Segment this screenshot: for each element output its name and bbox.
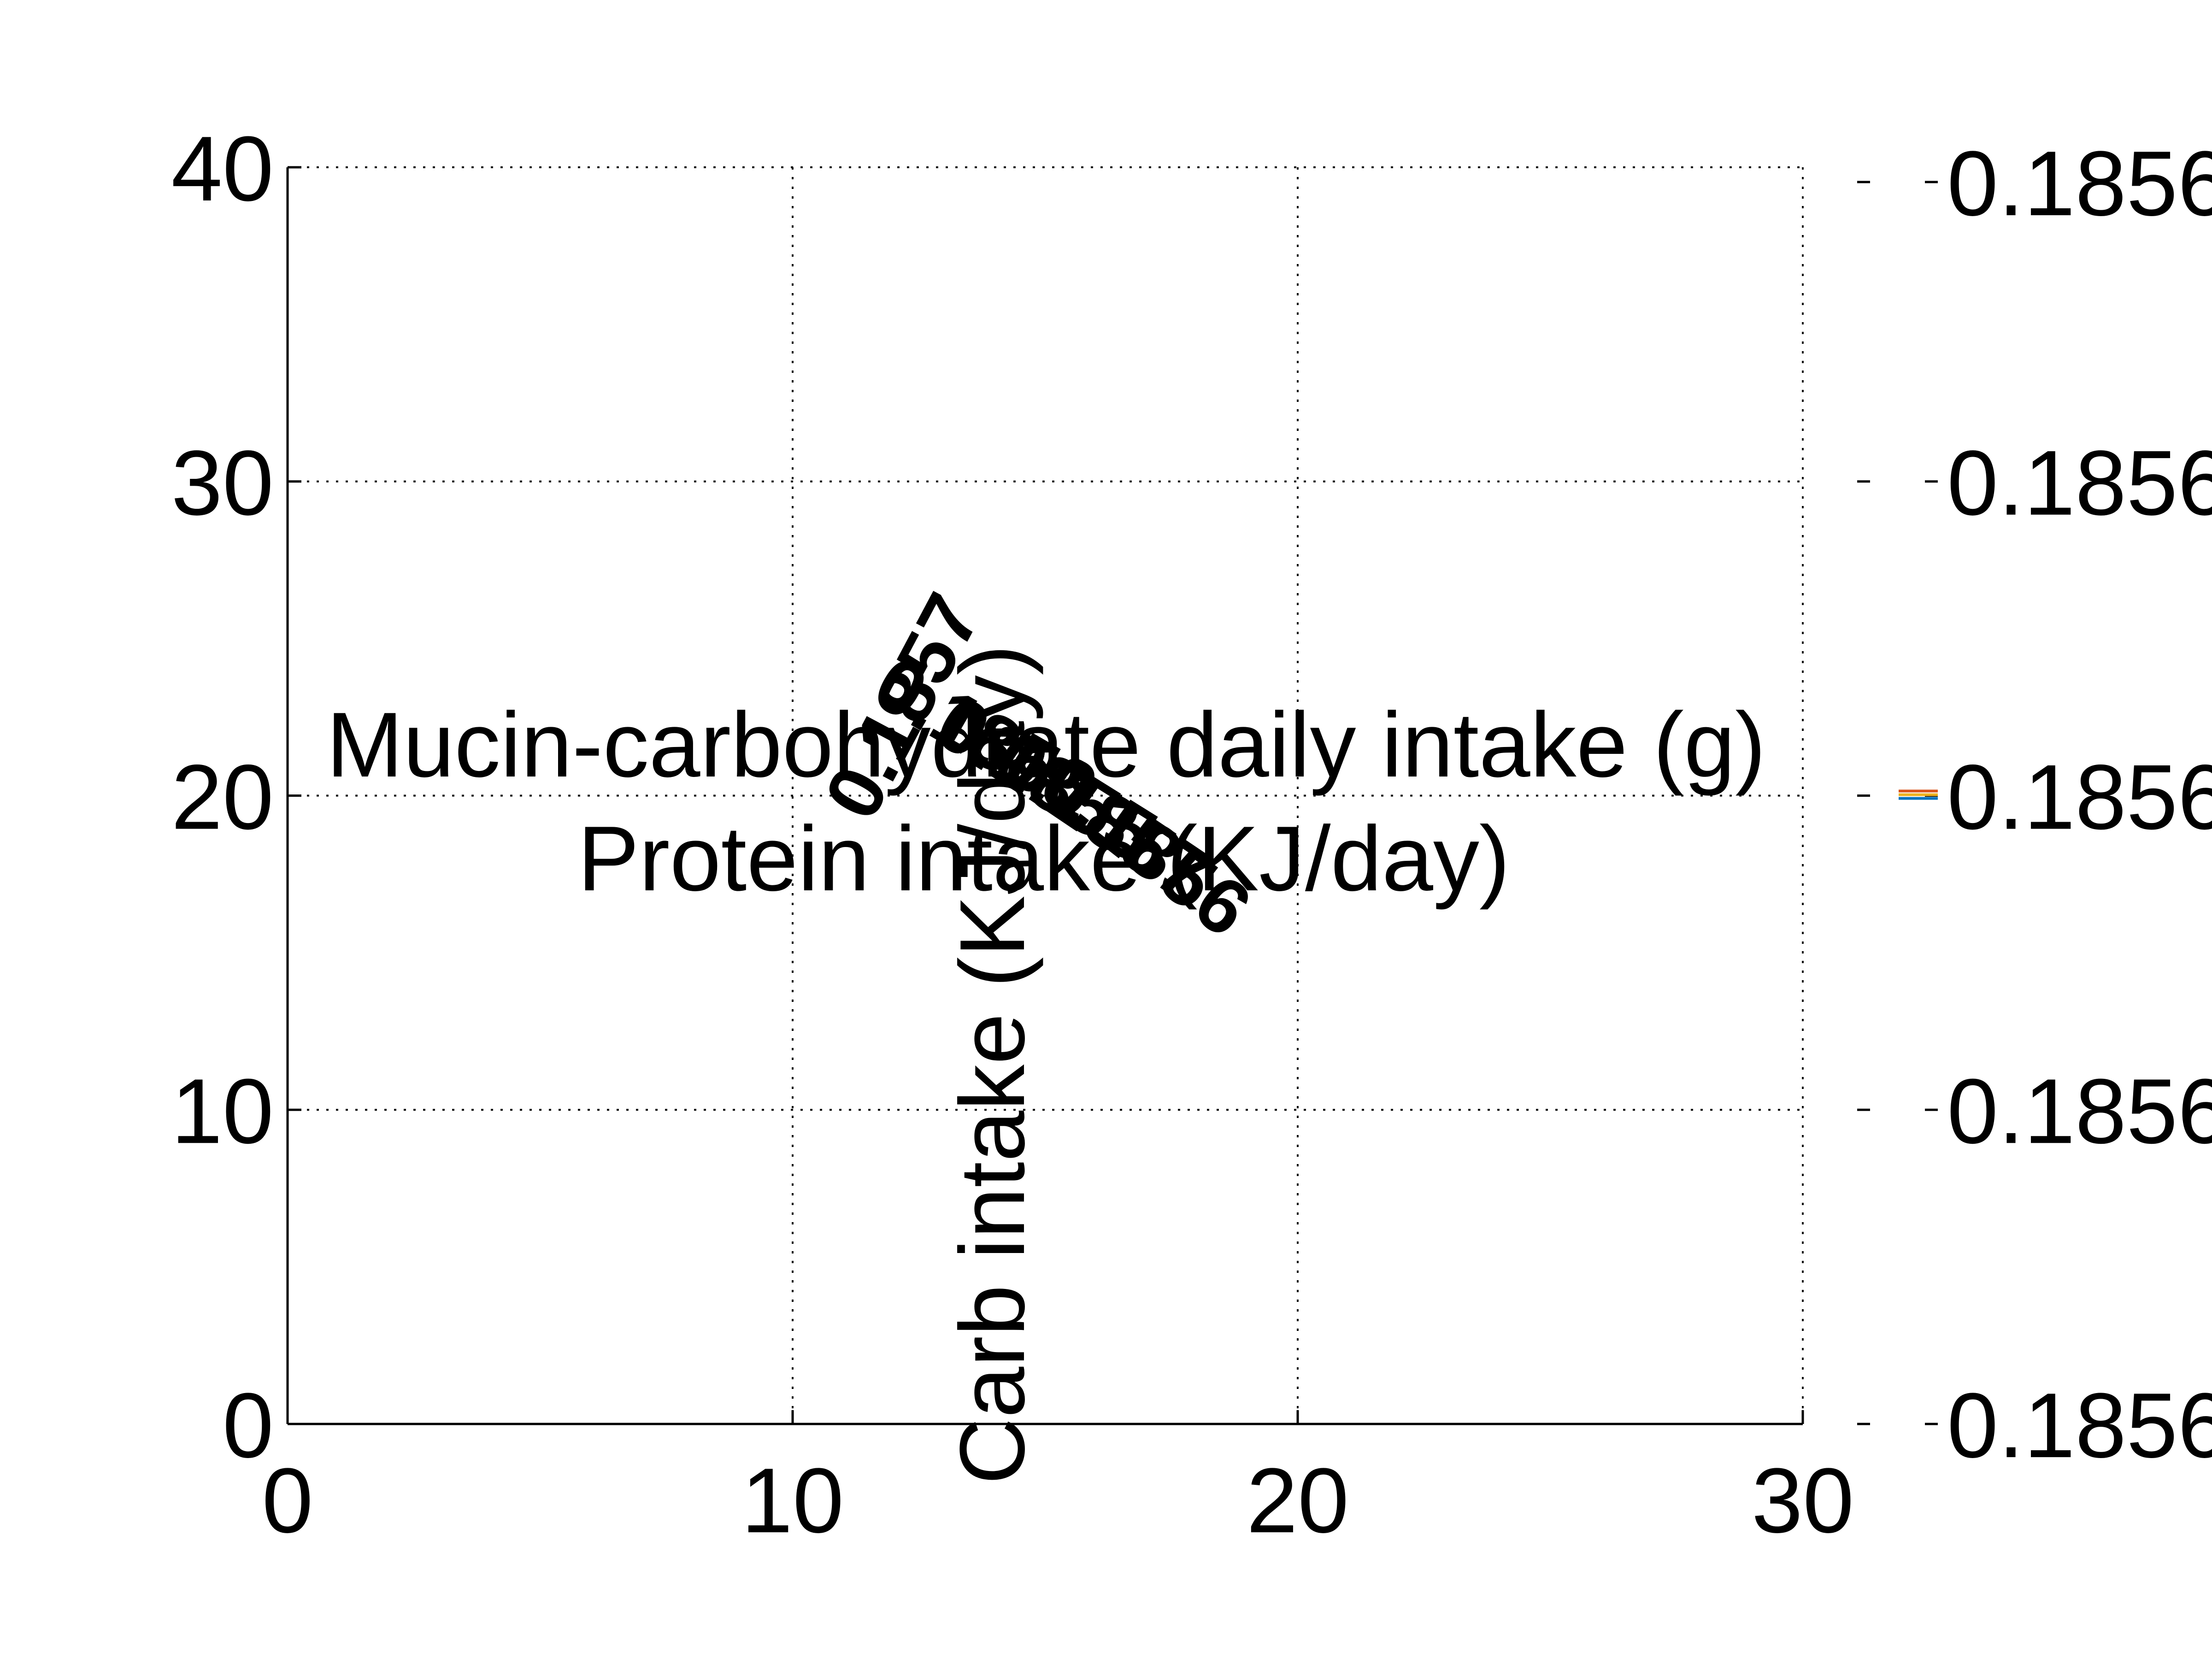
ylabel: Carb intake (KJ/day) [941, 645, 1044, 1485]
xlabel: Protein intake (KJ/day) [577, 807, 1510, 910]
colorbar: 0.1856 0.1856 0.1856 0.1856 0.1856 [1857, 132, 2212, 1477]
chart-title: Mucin-carbohydrate daily intake (g) [326, 694, 1766, 796]
x-axis-ticks: 0 10 20 30 [262, 1410, 1854, 1552]
colorbar-tick-label: 0.1856 [1947, 1060, 2212, 1163]
x-tick-label: 30 [1752, 1449, 1854, 1552]
y-tick-label: 40 [171, 118, 274, 220]
y-tick-label: 20 [171, 746, 274, 849]
y-tick-label: 0 [223, 1374, 274, 1477]
y-tick-label: 10 [171, 1060, 274, 1163]
x-tick-label: 0 [262, 1449, 313, 1552]
colorbar-tick-label: 0.1856 [1947, 432, 2212, 535]
y-axis-ticks: 0 10 20 30 40 [171, 118, 301, 1477]
colorbar-tick-label: 0.1856 [1947, 1374, 2212, 1477]
y-tick-label: 30 [171, 432, 274, 535]
colorbar-tick-label: 0.1856 [1947, 132, 2212, 235]
x-tick-label: 10 [741, 1449, 844, 1552]
colorbar-tick-label: 0.1856 [1947, 746, 2212, 849]
x-tick-label: 20 [1247, 1449, 1349, 1552]
